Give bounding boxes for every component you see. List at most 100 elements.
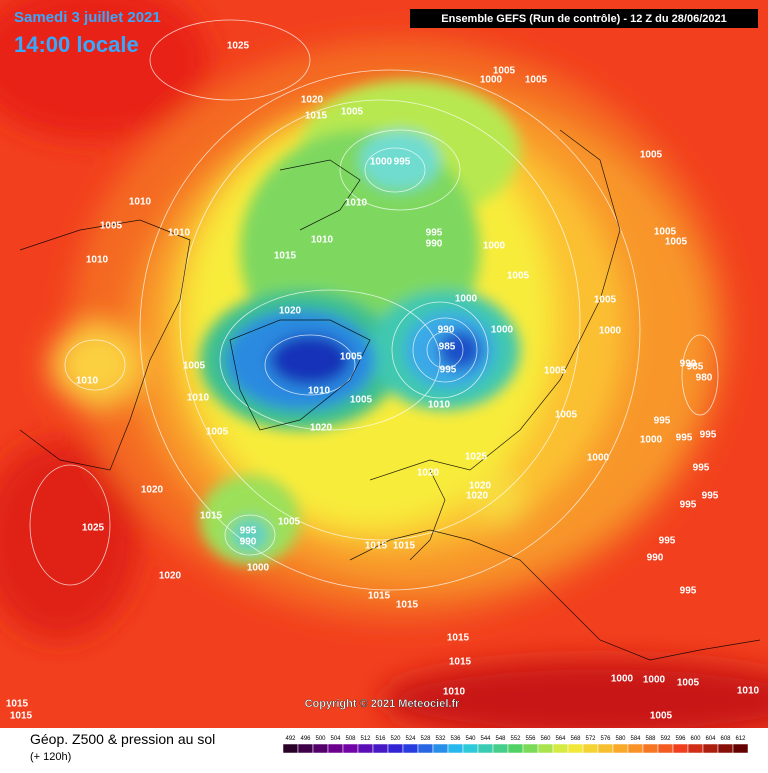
colorbar-swatch bbox=[567, 743, 584, 754]
pressure-label: 1015 bbox=[447, 633, 470, 644]
pressure-label: 985 bbox=[687, 362, 704, 373]
colorbar-swatch bbox=[582, 743, 599, 754]
pressure-label: 1015 bbox=[393, 541, 416, 552]
colorbar-label: 596 bbox=[675, 736, 686, 742]
pressure-label: 1005 bbox=[340, 352, 363, 363]
pressure-label: 985 bbox=[439, 342, 456, 353]
colorbar-swatch bbox=[642, 743, 659, 754]
colorbar-label: 536 bbox=[450, 736, 461, 742]
pressure-label: 1005 bbox=[206, 427, 229, 438]
colorbar-label: 560 bbox=[540, 736, 551, 742]
pressure-label: 1010 bbox=[168, 228, 191, 239]
colorbar-label: 588 bbox=[645, 736, 656, 742]
pressure-label: 1000 bbox=[587, 453, 610, 464]
pressure-label: 995 bbox=[426, 228, 443, 239]
colorbar-swatch bbox=[717, 743, 734, 754]
colorbar-label: 568 bbox=[570, 736, 581, 742]
pressure-label: 995 bbox=[240, 526, 257, 537]
colorbar-label: 604 bbox=[705, 736, 716, 742]
pressure-label: 995 bbox=[659, 536, 676, 547]
colorbar-swatch bbox=[612, 743, 629, 754]
colorbar-label: 544 bbox=[480, 736, 491, 742]
pressure-label: 1015 bbox=[10, 711, 33, 722]
date: Samedi 3 juillet 2021 bbox=[14, 9, 161, 26]
pressure-label: 990 bbox=[240, 537, 257, 548]
colorbar-swatch bbox=[477, 743, 494, 754]
pressure-label: 1010 bbox=[737, 686, 760, 697]
pressure-label: 990 bbox=[438, 325, 455, 336]
pressure-label: 1025 bbox=[227, 41, 250, 52]
pressure-label: 995 bbox=[693, 463, 710, 474]
colorbar-label: 508 bbox=[345, 736, 356, 742]
pressure-label: 1000 bbox=[611, 674, 634, 685]
pressure-label: 1020 bbox=[301, 95, 324, 106]
colorbar-label: 524 bbox=[405, 736, 416, 742]
colorbar-swatch bbox=[732, 743, 749, 754]
colorbar-swatch bbox=[282, 743, 299, 754]
pressure-label: 1005 bbox=[555, 410, 578, 421]
pressure-label: 1000 bbox=[599, 326, 622, 337]
pressure-label: 1020 bbox=[141, 485, 164, 496]
pressure-label: 1005 bbox=[278, 517, 301, 528]
pressure-label: 1015 bbox=[274, 251, 297, 262]
colorbar-swatch bbox=[627, 743, 644, 754]
pressure-label: 1000 bbox=[640, 435, 663, 446]
pressure-label: 995 bbox=[676, 433, 693, 444]
colorbar-label: 564 bbox=[555, 736, 566, 742]
colorbar-label: 492 bbox=[285, 736, 296, 742]
pressure-label: 1000 bbox=[483, 241, 506, 252]
colorbar-swatch bbox=[552, 743, 569, 754]
colorbar-swatch bbox=[417, 743, 434, 754]
colorbar-label: 500 bbox=[315, 736, 326, 742]
colorbar-label: 520 bbox=[390, 736, 401, 742]
pressure-label: 1015 bbox=[200, 511, 223, 522]
copyright: Copyright © 2021 Meteociel.fr bbox=[305, 698, 461, 710]
pressure-label: 1015 bbox=[365, 541, 388, 552]
pressure-label: 995 bbox=[680, 586, 697, 597]
pressure-label: 1000 bbox=[491, 325, 514, 336]
isobars bbox=[29, 19, 719, 591]
colorbar-label: 608 bbox=[720, 736, 731, 742]
pressure-label: 1010 bbox=[308, 386, 331, 397]
pressure-label: 1020 bbox=[310, 423, 333, 434]
pressure-label: 1000 bbox=[455, 294, 478, 305]
colorbar-swatch bbox=[702, 743, 719, 754]
colorbar-label: 496 bbox=[300, 736, 311, 742]
colorbar-swatch bbox=[537, 743, 554, 754]
pressure-label: 1010 bbox=[345, 198, 368, 209]
colorbar-label: 576 bbox=[600, 736, 611, 742]
pressure-label: 1005 bbox=[507, 271, 530, 282]
colorbar-swatch bbox=[402, 743, 419, 754]
pressure-label: 1020 bbox=[466, 491, 489, 502]
colorbar-swatch bbox=[312, 743, 329, 754]
pressure-label: 1025 bbox=[82, 523, 105, 534]
colorbar-swatch bbox=[342, 743, 359, 754]
pressure-label: 990 bbox=[680, 359, 697, 370]
pressure-label: 1010 bbox=[129, 197, 152, 208]
pressure-label: 1020 bbox=[417, 468, 440, 479]
colorbar-label: 592 bbox=[660, 736, 671, 742]
pressure-label: 1005 bbox=[665, 237, 688, 248]
colorbar-swatch bbox=[297, 743, 314, 754]
pressure-label: 1005 bbox=[640, 150, 663, 161]
colorbar-swatch bbox=[387, 743, 404, 754]
pressure-label: 1010 bbox=[311, 235, 334, 246]
pressure-label: 1005 bbox=[341, 107, 364, 118]
pressure-label: 1000 bbox=[370, 157, 393, 168]
colorbar-label: 548 bbox=[495, 736, 506, 742]
colorbar-label: 540 bbox=[465, 736, 476, 742]
colorbar-swatch bbox=[522, 743, 539, 754]
pressure-label: 1005 bbox=[350, 395, 373, 406]
colorbar-swatch bbox=[687, 743, 704, 754]
colorbar-swatch bbox=[357, 743, 374, 754]
pressure-label: 1005 bbox=[654, 227, 677, 238]
pressure-label: 995 bbox=[700, 430, 717, 441]
pressure-label: 1015 bbox=[6, 699, 29, 710]
pressure-label: 1020 bbox=[469, 481, 492, 492]
colorbar-label: 504 bbox=[330, 736, 341, 742]
pressure-label: 995 bbox=[394, 157, 411, 168]
colorbar-swatch bbox=[672, 743, 689, 754]
colorbar-swatch bbox=[447, 743, 464, 754]
